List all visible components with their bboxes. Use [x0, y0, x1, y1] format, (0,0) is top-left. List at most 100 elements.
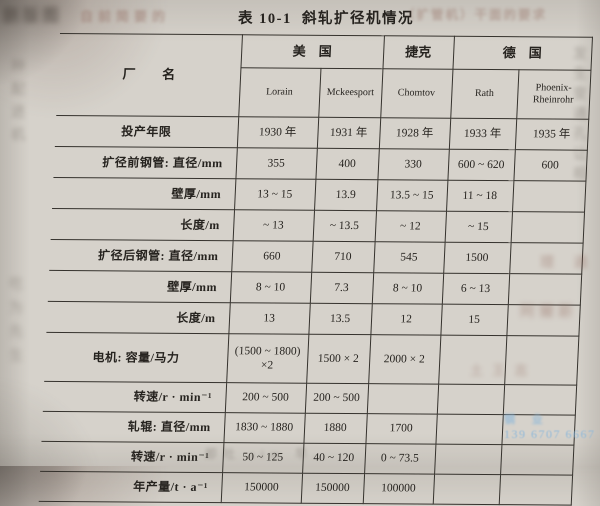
value-cell: 330 — [377, 148, 449, 181]
plant-header: Lorain — [238, 67, 321, 118]
value-cell — [502, 384, 577, 416]
country-header: 德 国 — [452, 36, 592, 71]
value-cell: 1935 年 — [514, 118, 589, 151]
row-label: 转速/r · min⁻¹ — [40, 441, 224, 473]
plant-header: Phoenix- Rheinrohr — [516, 69, 591, 120]
value-cell: 13 — [228, 302, 310, 335]
value-cell: 11 ~ 18 — [446, 180, 514, 212]
data-table-wrapper: 厂 名美 国捷克德 国 Lorain Mckeesport Chomtov Rath Ph… — [38, 33, 592, 506]
value-cell: 710 — [311, 241, 375, 273]
plant-header: Mckeesport — [318, 68, 383, 118]
value-cell: 8 ~ 10 — [371, 272, 444, 305]
value-cell — [432, 474, 501, 505]
value-cell — [498, 474, 573, 506]
value-cell: ~ 12 — [374, 210, 447, 243]
value-cell: 13.5 ~ 15 — [376, 179, 448, 212]
row-label: 轧辊: 直径/mm — [41, 411, 225, 443]
value-cell: ~ 13.5 — [312, 210, 377, 242]
plant-header: Chomtov — [380, 68, 453, 119]
value-cell: 545 — [373, 241, 445, 274]
value-cell — [510, 211, 585, 244]
table-row: 扩径后钢管: 直径/mm 660 710 545 1500 — [49, 239, 583, 275]
value-cell: (1500 ~ 1800) ×2 — [226, 333, 309, 384]
value-cell: 1931 年 — [316, 117, 381, 149]
row-label: 转速/r · min⁻¹ — [42, 381, 227, 413]
table-row: 长度/m ~ 13 ~ 13.5 ~ 12 ~ 15 — [50, 208, 585, 244]
table-row: 长度/m 13 13.5 12 15 — [46, 301, 580, 337]
table-title: 表 10-1 斜轧扩径机情况 — [238, 11, 414, 27]
value-cell: 1700 — [365, 413, 437, 445]
value-cell: 1928 年 — [378, 117, 451, 150]
row-label: 长度/m — [50, 208, 235, 241]
value-cell: 150000 — [220, 472, 303, 504]
value-cell: 600 — [513, 149, 587, 182]
value-cell: 7.3 — [309, 272, 374, 304]
table-row: 壁厚/mm 13 ~ 15 13.9 13.5 ~ 15 11 ~ 18 — [52, 177, 586, 213]
plant-header: Rath — [450, 69, 519, 119]
value-cell: 1830 ~ 1880 — [223, 412, 305, 444]
table-row: 年产量/t · a⁻¹ 150000 150000 100000 — [38, 471, 573, 506]
value-cell: 8 ~ 10 — [229, 271, 312, 304]
value-cell: 40 ~ 120 — [302, 443, 366, 474]
table-row: 转速/r · min⁻¹ 50 ~ 125 40 ~ 120 0 ~ 73.5 — [40, 441, 574, 476]
value-cell: 1500 — [443, 242, 511, 274]
value-cell: 355 — [235, 147, 317, 180]
value-cell — [436, 384, 505, 415]
value-cell — [509, 242, 583, 275]
country-header: 捷克 — [382, 35, 454, 70]
value-cell — [438, 335, 507, 385]
bleedthrough-noise: 吃为先生 — [7, 276, 22, 372]
row-label: 壁厚/mm — [52, 177, 236, 210]
bleedthrough-noise: 删版图 — [2, 6, 62, 25]
value-cell — [512, 180, 586, 213]
value-cell — [366, 383, 439, 415]
table-row: 扩径前钢管: 直径/mm 355 400 330 600 ~ 620 600 — [53, 146, 587, 182]
value-cell — [504, 335, 579, 386]
table-row: 投产年限 1930 年 1931 年 1928 年 1933 年 1935 年 — [54, 115, 589, 151]
value-cell: 13.5 — [308, 303, 372, 335]
table-head: 厂 名美 国捷克德 国 Lorain Mckeesport Chomtov Rath Ph… — [56, 33, 592, 120]
value-cell: 50 ~ 125 — [222, 442, 304, 474]
value-cell: 1880 — [303, 413, 367, 444]
value-cell: 15 — [440, 304, 508, 336]
row-label: 扩径前钢管: 直径/mm — [53, 146, 237, 179]
table-body: 投产年限 1930 年 1931 年 1928 年 1933 年 1935 年扩径前钢管:… — [38, 115, 589, 506]
value-cell: ~ 15 — [444, 211, 513, 243]
value-cell: 12 — [370, 303, 442, 336]
value-cell — [501, 414, 575, 446]
country-header: 美 国 — [240, 34, 384, 69]
value-cell: 660 — [231, 240, 313, 273]
value-cell: 1930 年 — [236, 116, 319, 149]
row-label: 年产量/t · a⁻¹ — [38, 471, 223, 503]
value-cell: 400 — [315, 148, 379, 180]
value-cell: ~ 13 — [232, 209, 315, 242]
value-cell — [500, 444, 574, 476]
value-cell: 2000 × 2 — [368, 334, 441, 385]
value-cell: 13.9 — [314, 179, 378, 211]
value-cell — [506, 304, 580, 337]
value-cell: 150000 — [300, 473, 365, 504]
table-row: 电机: 容量/马力 (1500 ~ 1800) ×2 1500 × 2 2000 × … — [44, 332, 579, 386]
value-cell: 600 ~ 620 — [447, 149, 515, 181]
value-cell — [434, 444, 502, 475]
table-row: 壁厚/mm 8 ~ 10 7.3 8 ~ 10 6 ~ 13 — [47, 270, 582, 306]
row-label: 扩径后钢管: 直径/mm — [49, 239, 233, 272]
value-cell: 0 ~ 73.5 — [364, 443, 436, 475]
row-label: 投产年限 — [54, 115, 239, 148]
value-cell: 200 ~ 500 — [224, 382, 307, 414]
value-cell: 13 ~ 15 — [234, 178, 316, 211]
value-cell — [507, 273, 582, 306]
table-row: 轧辊: 直径/mm 1830 ~ 1880 1880 1700 — [41, 411, 575, 446]
value-cell: 200 ~ 500 — [304, 383, 369, 414]
bleedthrough-noise: 种配进机 — [9, 58, 24, 150]
value-cell: 6 ~ 13 — [441, 273, 510, 305]
row-label: 电机: 容量/马力 — [44, 332, 229, 383]
value-cell: 1500 × 2 — [306, 334, 371, 384]
row-label: 壁厚/mm — [47, 270, 232, 303]
value-cell: 100000 — [362, 473, 435, 505]
value-cell: 1933 年 — [448, 118, 517, 150]
row-label: 长度/m — [46, 301, 230, 334]
value-cell — [435, 414, 503, 445]
table-row: 转速/r · min⁻¹ 200 ~ 500 200 ~ 500 — [42, 381, 577, 416]
